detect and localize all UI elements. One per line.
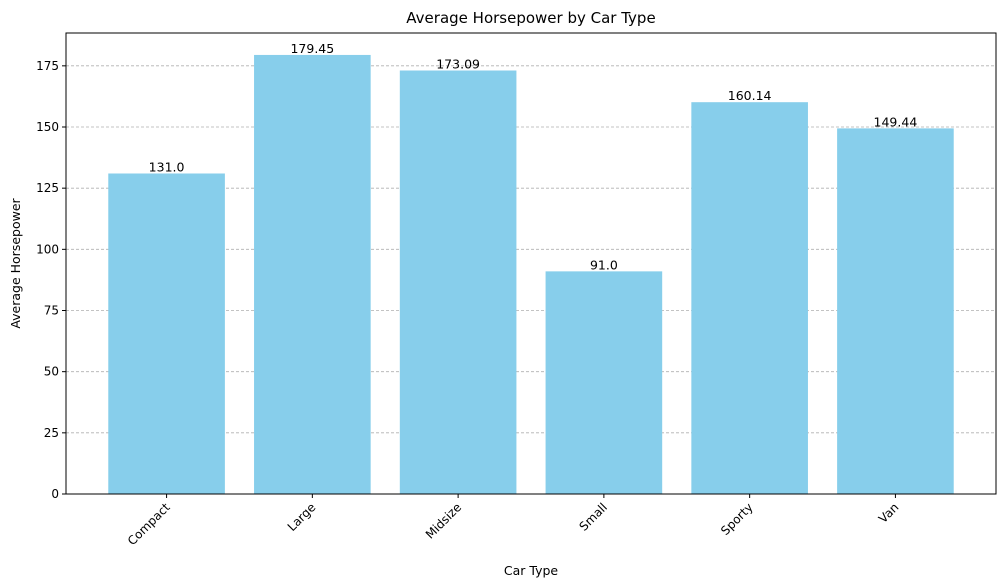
x-tick-label: Small <box>577 500 610 533</box>
y-tick-label: 150 <box>36 120 59 134</box>
bar-compact <box>108 173 225 495</box>
y-axis-ticks: 0 25 50 75 100 125 150 175 <box>36 59 66 501</box>
x-tick-label: Midsize <box>423 500 464 541</box>
data-label: 160.14 <box>728 88 772 103</box>
x-tick-label: Van <box>876 500 902 526</box>
y-tick-label: 50 <box>44 365 59 379</box>
y-tick-label: 125 <box>36 181 59 195</box>
bar-small <box>545 271 663 494</box>
data-label: 173.09 <box>436 57 480 72</box>
data-label: 179.45 <box>290 41 334 56</box>
y-tick-label: 75 <box>44 304 59 318</box>
y-tick-label: 100 <box>36 242 59 256</box>
x-axis-ticks: Compact Large Midsize Small Sporty Van <box>125 494 902 548</box>
y-tick-label: 175 <box>36 59 59 73</box>
data-labels: 131.0 179.45 173.09 91.0 160.14 149.44 <box>149 41 918 272</box>
chart-title: Average Horsepower by Car Type <box>406 9 655 27</box>
data-label: 91.0 <box>590 257 618 272</box>
x-tick-label: Large <box>285 500 319 534</box>
bar-van <box>837 128 954 494</box>
plot-frame <box>65 32 997 495</box>
y-axis-label: Average Horsepower <box>8 197 23 328</box>
y-tick-label: 0 <box>51 487 59 501</box>
bars <box>108 54 954 495</box>
bar-sporty <box>691 102 808 495</box>
x-tick-label: Compact <box>125 500 173 548</box>
y-tick-label: 25 <box>44 426 59 440</box>
data-label: 131.0 <box>149 159 185 174</box>
x-tick-label: Sporty <box>718 500 756 538</box>
bar-large <box>254 54 371 494</box>
x-axis-label: Car Type <box>504 563 559 578</box>
bar-midsize <box>399 70 517 494</box>
data-label: 149.44 <box>874 114 918 129</box>
